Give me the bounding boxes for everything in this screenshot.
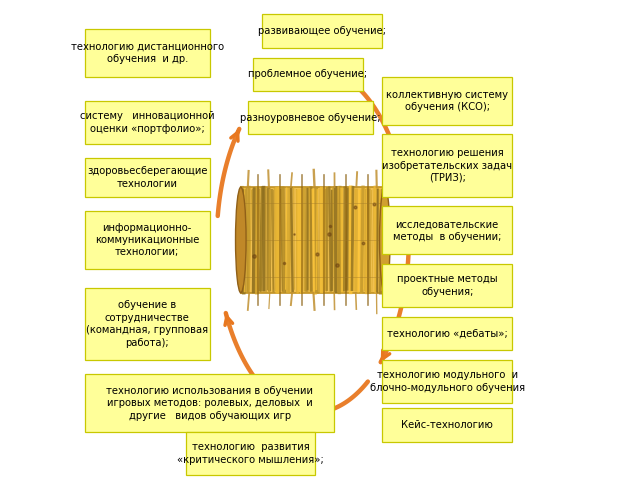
Bar bbox=[241, 187, 385, 293]
FancyBboxPatch shape bbox=[383, 264, 512, 307]
Text: информационно-
коммуникационные
технологии;: информационно- коммуникационные технолог… bbox=[95, 223, 200, 257]
Text: технологию модульного  и
блочно-модульного обучения: технологию модульного и блочно-модульног… bbox=[370, 371, 525, 393]
FancyBboxPatch shape bbox=[383, 317, 512, 350]
Text: проектные методы
обучения;: проектные методы обучения; bbox=[397, 275, 497, 297]
Text: разноуровневое обучение;: разноуровневое обучение; bbox=[240, 113, 381, 122]
FancyBboxPatch shape bbox=[262, 14, 383, 48]
FancyBboxPatch shape bbox=[84, 101, 210, 144]
FancyBboxPatch shape bbox=[383, 360, 512, 403]
FancyBboxPatch shape bbox=[84, 29, 210, 77]
FancyBboxPatch shape bbox=[186, 432, 315, 475]
Ellipse shape bbox=[380, 187, 390, 293]
FancyBboxPatch shape bbox=[84, 158, 210, 197]
Text: Кейс-технологию: Кейс-технологию bbox=[401, 420, 493, 430]
Text: проблемное обучение;: проблемное обучение; bbox=[248, 70, 367, 79]
FancyBboxPatch shape bbox=[383, 206, 512, 254]
Text: технологию решения
изобретательских задач
(ТРИЗ);: технологию решения изобретательских зада… bbox=[382, 148, 512, 183]
Text: развивающее обучение;: развивающее обучение; bbox=[259, 26, 387, 36]
Ellipse shape bbox=[236, 187, 246, 293]
FancyBboxPatch shape bbox=[84, 211, 210, 269]
Text: технологию дистанционного
обучения  и др.: технологию дистанционного обучения и др. bbox=[70, 42, 224, 64]
FancyBboxPatch shape bbox=[253, 58, 364, 91]
FancyBboxPatch shape bbox=[84, 288, 210, 360]
Text: систему   инновационной
оценки «портфолио»;: систему инновационной оценки «портфолио»… bbox=[80, 111, 214, 133]
Text: исследовательские
методы  в обучении;: исследовательские методы в обучении; bbox=[393, 219, 501, 241]
Text: технологию использования в обучении
игровых методов: ролевых, деловых  и
другие : технологию использования в обучении игро… bbox=[106, 386, 313, 420]
FancyBboxPatch shape bbox=[84, 374, 334, 432]
Text: обучение в
сотрудничестве
(командная, групповая
работа);: обучение в сотрудничестве (командная, гр… bbox=[86, 300, 208, 348]
Text: технологию  развития
«критического мышления»;: технологию развития «критического мышлен… bbox=[177, 443, 324, 465]
FancyBboxPatch shape bbox=[383, 77, 512, 125]
FancyBboxPatch shape bbox=[383, 408, 512, 442]
Text: здоровьесберегающие
технологии: здоровьесберегающие технологии bbox=[87, 167, 207, 189]
Text: технологию «дебаты»;: технологию «дебаты»; bbox=[387, 329, 508, 338]
FancyBboxPatch shape bbox=[383, 134, 512, 197]
FancyBboxPatch shape bbox=[248, 101, 372, 134]
Text: коллективную систему
обучения (КСО);: коллективную систему обучения (КСО); bbox=[386, 90, 508, 112]
